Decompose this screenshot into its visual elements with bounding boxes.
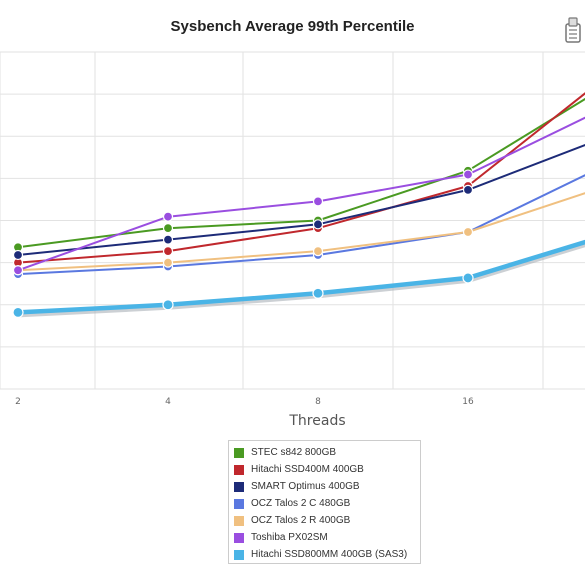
legend-swatch [234,498,244,509]
legend-swatch [234,532,244,543]
legend-label: Toshiba PX02SM [251,532,328,543]
data-point [162,234,174,245]
legend-swatch [234,464,244,475]
data-point [12,306,24,319]
data-point [462,272,474,284]
x-tick-label: 2 [15,397,21,407]
series-line [17,92,585,264]
x-tick-label: 16 [462,397,474,407]
data-point [312,287,324,299]
legend-label: OCZ Talos 2 R 400GB [251,515,351,526]
plot-area: 2 4 8 16 [0,51,585,407]
data-point [312,246,324,257]
data-point [12,265,24,276]
legend-swatch [234,481,244,492]
legend-label: OCZ Talos 2 C 480GB [251,498,351,509]
data-point [162,223,174,234]
data-point [462,184,474,195]
data-point [12,249,24,261]
data-point [462,226,474,238]
x-tick-label: 8 [315,397,321,407]
data-point [162,299,174,311]
legend-swatch [234,549,244,560]
logo-icon [565,17,581,43]
data-point [312,196,324,207]
data-point [162,257,174,268]
legend-item: Hitachi SSD800MM 400GB (SAS3) [234,546,420,563]
data-point [462,169,474,180]
data-point [162,246,174,257]
data-point [162,211,174,222]
series-line [17,116,585,272]
legend-item: Hitachi SSD400M 400GB [234,461,420,478]
legend-label: STEC s842 800GB [251,447,337,458]
legend-item: SMART Optimus 400GB [234,478,420,495]
legend-item: OCZ Talos 2 R 400GB [234,512,420,529]
legend-item: Toshiba PX02SM [234,529,420,546]
chart-title: Sysbench Average 99th Percentile [170,18,415,35]
legend-item: STEC s842 800GB [234,444,420,461]
legend-swatch [234,447,244,458]
x-tick-label: 4 [165,397,171,407]
legend-label: Hitachi SSD800MM 400GB (SAS3) [251,549,408,560]
legend-label: Hitachi SSD400M 400GB [251,464,364,475]
data-point [312,219,324,230]
x-axis-label: Threads [289,413,346,429]
legend-label: SMART Optimus 400GB [251,481,360,492]
legend-item: OCZ Talos 2 C 480GB [234,495,420,512]
legend-swatch [234,515,244,526]
legend: STEC s842 800GB Hitachi SSD400M 400GB SMAR… [228,440,421,564]
